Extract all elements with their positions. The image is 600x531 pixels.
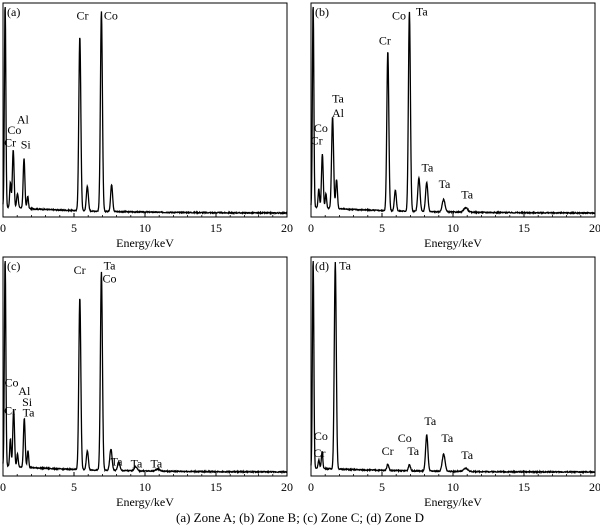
x-tick-label: 5 xyxy=(379,221,385,235)
x-tick-label: 5 xyxy=(71,221,77,235)
peak-annotation: Ta xyxy=(461,187,473,201)
x-tick-label: 10 xyxy=(139,480,151,494)
peak-annotation: Si xyxy=(22,395,33,409)
x-axis-label: Energy/keV xyxy=(424,236,482,250)
panel-label: (c) xyxy=(7,259,20,273)
peak-annotation: Cr xyxy=(77,8,89,22)
plot-frame xyxy=(2,2,288,218)
peak-annotation: Ta xyxy=(339,259,351,273)
peak-annotation: Cr xyxy=(382,444,394,458)
peak-annotation: Ta xyxy=(439,177,451,191)
x-axis-label: Energy/keV xyxy=(424,495,482,509)
x-tick-label: 0 xyxy=(308,221,314,235)
peak-annotation: Ta xyxy=(131,457,143,471)
peak-annotation: Co xyxy=(7,123,21,137)
peak-annotation: Co xyxy=(314,121,328,135)
peak-annotation: Cr xyxy=(379,33,391,47)
peak-annotation: Co xyxy=(5,376,19,390)
peak-annotation: Ta xyxy=(104,259,116,273)
peak-annotation: Cr xyxy=(4,135,16,149)
peak-annotation: Si xyxy=(21,137,32,151)
x-tick-label: 10 xyxy=(447,480,459,494)
peak-annotation: Cr xyxy=(314,446,326,460)
panel-label: (d) xyxy=(315,259,329,273)
peak-annotation: Al xyxy=(17,112,30,126)
peak-annotation: Al xyxy=(332,106,345,120)
x-tick-label: 15 xyxy=(210,221,222,235)
peak-annotation: Co xyxy=(102,271,116,285)
peak-annotation: Cr xyxy=(74,263,86,277)
spectrum-line xyxy=(310,260,596,475)
x-tick-label: 20 xyxy=(281,480,293,494)
x-tick-label: 20 xyxy=(589,480,600,494)
plot-frame xyxy=(2,256,288,477)
peak-annotation: Ta xyxy=(23,405,35,419)
peak-annotation: Ta xyxy=(441,431,453,445)
peak-annotation: Ta xyxy=(461,448,473,462)
x-tick-label: 20 xyxy=(281,221,293,235)
x-tick-label: 15 xyxy=(518,221,530,235)
peak-annotation: Ta xyxy=(416,4,428,18)
spectrum-line xyxy=(2,260,288,475)
peak-annotation: Ta xyxy=(150,457,162,471)
peak-annotation: Al xyxy=(18,384,31,398)
peak-annotation: Co xyxy=(398,431,412,445)
peak-annotation: Ta xyxy=(332,92,344,106)
peak-annotation: Co xyxy=(314,429,328,443)
peak-annotation: Ta xyxy=(424,414,436,428)
peak-annotation: Ta xyxy=(407,444,419,458)
x-axis-label: Energy/keV xyxy=(116,236,174,250)
peak-annotation: Ta xyxy=(422,160,434,174)
spectrum-line xyxy=(310,6,596,216)
x-tick-label: 20 xyxy=(589,221,600,235)
x-tick-label: 10 xyxy=(447,221,459,235)
x-tick-label: 10 xyxy=(139,221,151,235)
x-tick-label: 0 xyxy=(0,480,6,494)
x-tick-label: 15 xyxy=(210,480,222,494)
panel-label: (b) xyxy=(315,5,329,19)
peak-annotation: Ta xyxy=(111,454,123,468)
x-tick-label: 0 xyxy=(0,221,6,235)
x-tick-label: 0 xyxy=(308,480,314,494)
panel-label: (a) xyxy=(7,5,20,19)
figure-caption: (a) Zone A; (b) Zone B; (c) Zone C; (d) … xyxy=(175,510,424,525)
peak-annotation: Cr xyxy=(4,403,16,417)
x-axis-label: Energy/keV xyxy=(116,495,174,509)
peak-annotation: Co xyxy=(392,8,406,22)
plot-frame xyxy=(310,2,596,218)
peak-annotation: Co xyxy=(104,8,118,22)
peak-annotation: Cr xyxy=(311,133,323,147)
spectrum-line xyxy=(2,6,288,216)
x-tick-label: 5 xyxy=(71,480,77,494)
x-tick-label: 15 xyxy=(518,480,530,494)
x-tick-label: 5 xyxy=(379,480,385,494)
